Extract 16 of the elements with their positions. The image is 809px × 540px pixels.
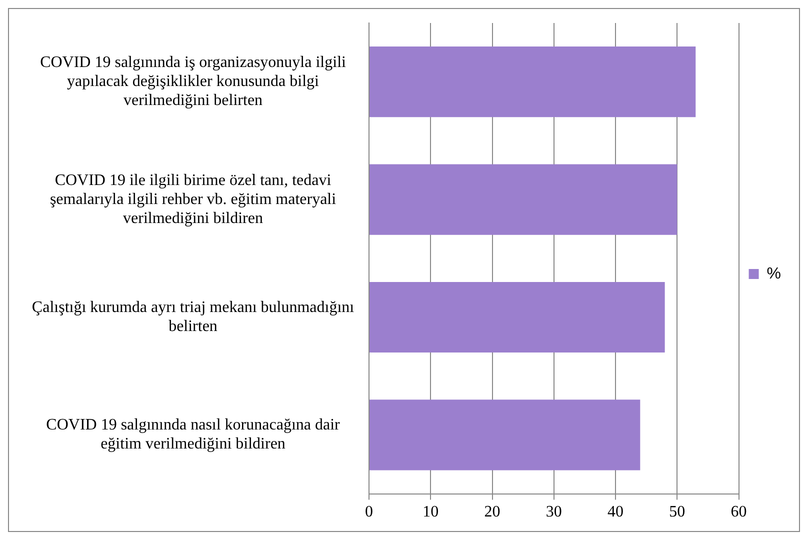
bar bbox=[370, 164, 678, 235]
x-tick-label: 40 bbox=[608, 504, 624, 521]
x-tick-label: 60 bbox=[730, 504, 747, 521]
bar bbox=[370, 46, 696, 118]
x-tick-label: 10 bbox=[422, 504, 439, 521]
x-tick-label: 30 bbox=[546, 504, 562, 521]
bar bbox=[370, 282, 665, 353]
x-tick-label: 0 bbox=[365, 504, 373, 521]
y-tick-label: Çalıştığı kurumda ayrı triaj mekanı bulunmadığını belirten bbox=[32, 298, 355, 335]
y-tick-label: COVID 19 salgınında iş organizasyonuyla ilgili yapılacak değişiklikler konusunda bilgi verilmediğini belirten bbox=[40, 54, 346, 110]
x-tick-label: 20 bbox=[484, 504, 500, 521]
bar bbox=[370, 400, 640, 470]
y-tick-label: COVID 19 salgınında nasıl korunacağına dair eğitim verilmediğini bildiren bbox=[46, 416, 341, 453]
legend-label: % bbox=[766, 265, 782, 282]
x-tick-label: 50 bbox=[669, 504, 686, 521]
y-tick-label: COVID 19 ile ilgili birime özel tanı, tedavi şemalarıyla ilgili rehber vb. eğitim materyali verilmediğini bildiren bbox=[50, 172, 337, 227]
